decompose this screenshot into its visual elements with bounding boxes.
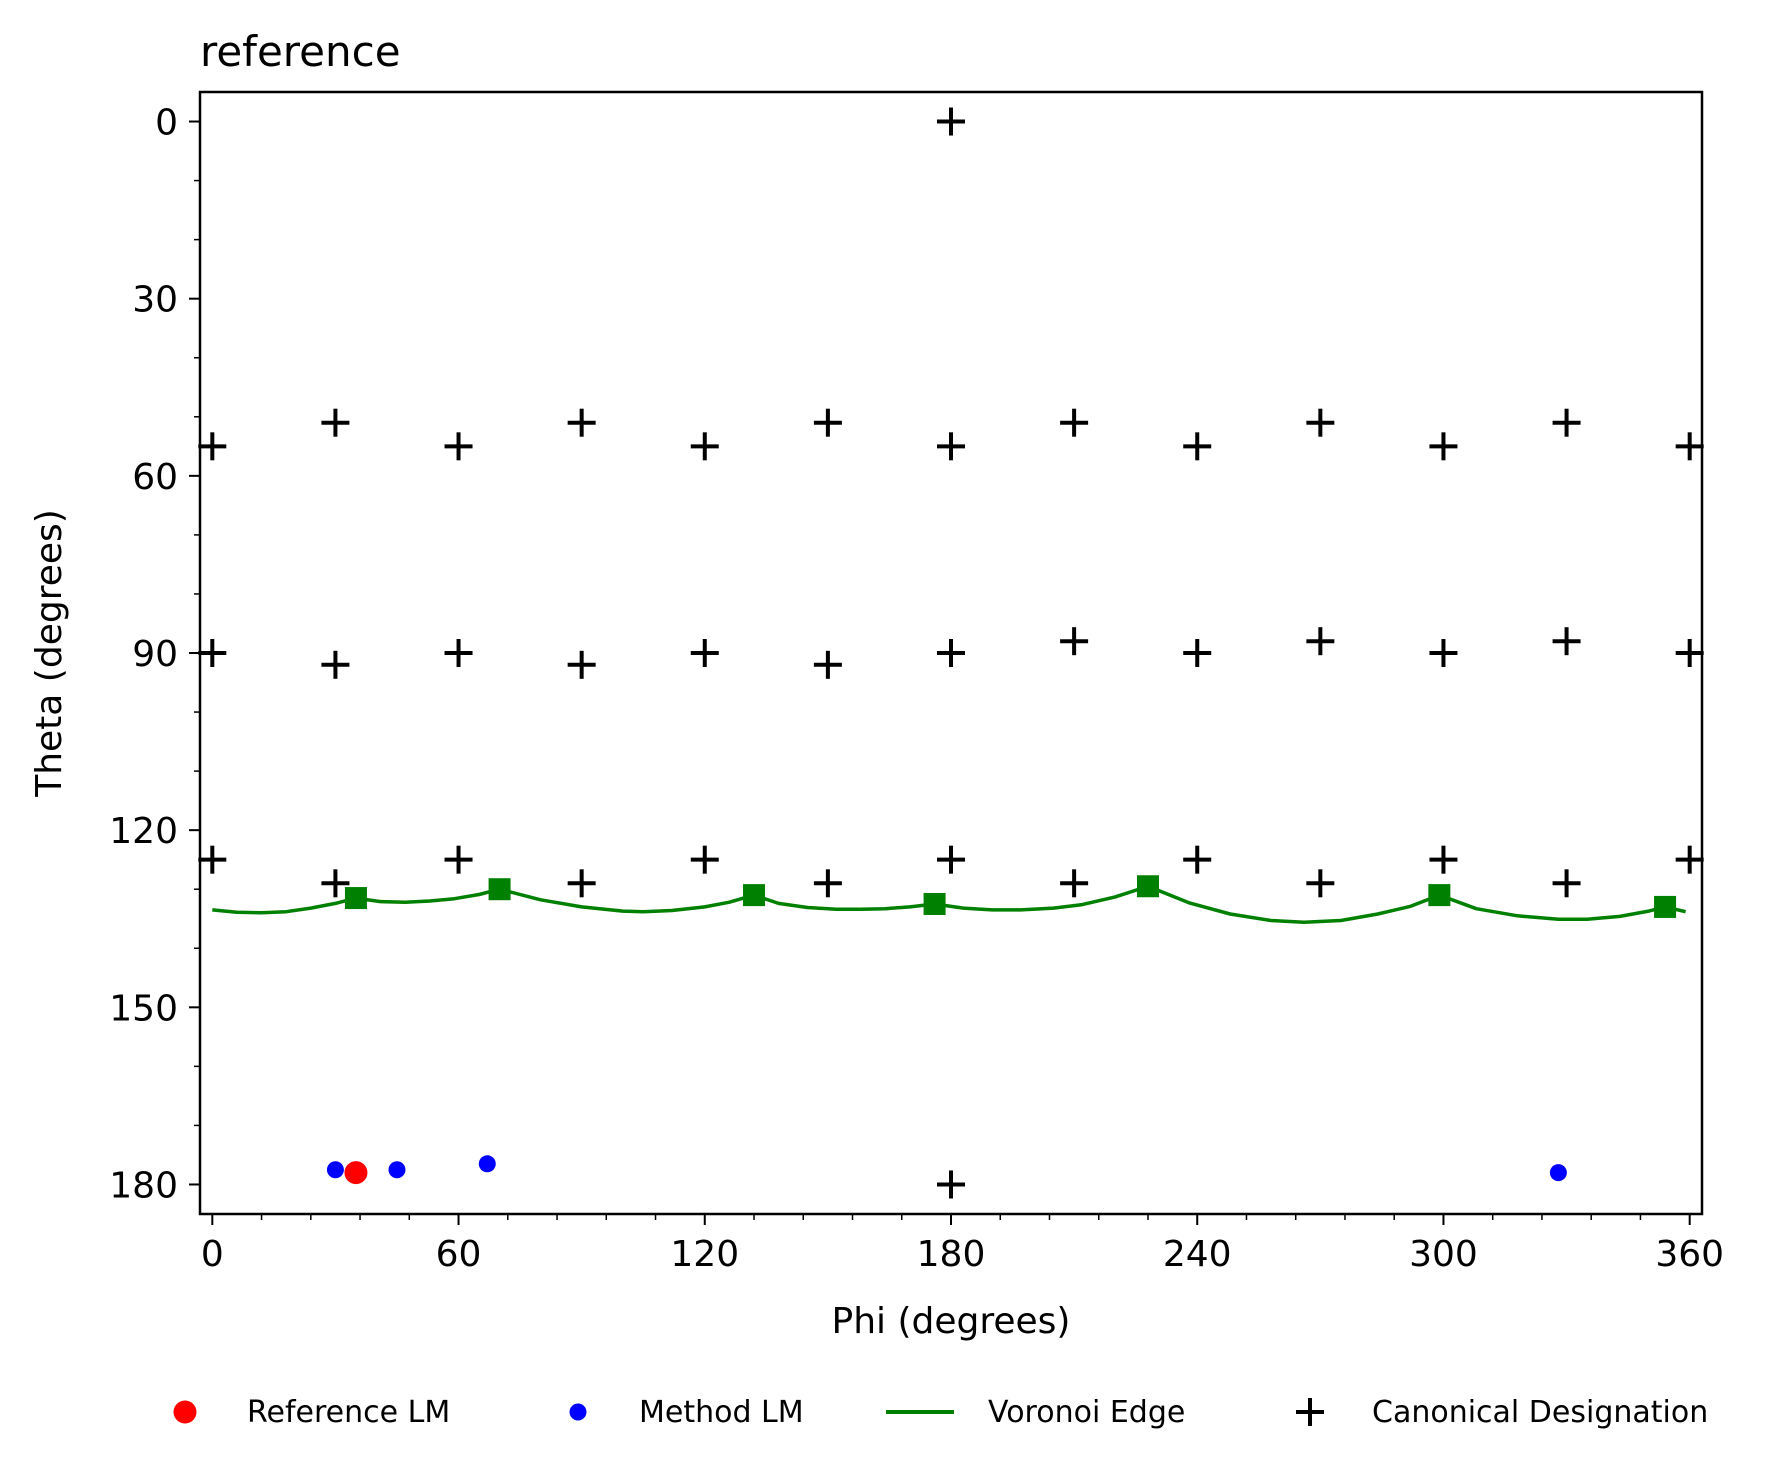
canonical-designation-marker [567,408,596,437]
canonical-designation-marker [321,869,350,898]
canonical-designation-marker [444,845,473,874]
y-tick-label: 120 [109,811,178,852]
y-axis: 0 30 60 90 120 150 180 [109,103,200,1206]
legend-item-reference: Reference LM [173,1395,450,1430]
method-lm-point [478,1155,496,1173]
x-tick-label: 120 [670,1234,739,1275]
voronoi-vertex-marker [488,878,511,901]
canonical-designation-marker [1552,869,1581,898]
y-tick-label: 90 [132,634,178,675]
canonical-designation-marker [1429,432,1458,461]
y-axis-label: Theta (degrees) [29,509,70,798]
plot-area [198,107,1704,1199]
voronoi-vertex-marker [923,892,946,915]
canonical-designation-marker [690,639,719,667]
voronoi-vertex-marker [344,887,367,910]
y-tick-label: 30 [132,280,178,321]
canonical-designation-marker [1183,639,1212,667]
x-tick-label: 60 [436,1234,482,1275]
x-axis: 0 60 120 180 240 300 360 [201,1214,1724,1275]
legend-item-voronoi: Voronoi Edge [886,1395,1185,1430]
canonical-designation-marker [567,650,596,679]
canonical-designation-marker [1552,627,1581,656]
voronoi-vertex-marker [1136,875,1159,898]
y-tick-label: 180 [109,1165,178,1206]
canonical-designation-marker [1675,639,1704,667]
canonical-designation-marker [937,845,965,874]
y-tick-label: 60 [132,457,178,498]
canonical-designation-marker [1306,408,1335,437]
x-tick-label: 180 [917,1234,986,1275]
canonical-designation-marker [321,650,350,679]
canonical-designation-marker [937,432,965,461]
method-lm-point [388,1161,406,1179]
canonical-designation-marker [813,408,842,437]
legend-item-method: Method LM [569,1395,804,1430]
voronoi-vertex-marker [1654,895,1677,918]
canonical-designation-marker [444,639,473,667]
method-lm-point [1549,1164,1567,1182]
canonical-designation-marker [567,869,596,898]
canonical-designation-marker [1306,869,1335,898]
canonical-designation-marker [444,432,473,461]
canonical-designation-marker [1183,845,1212,874]
legend-reference-marker [173,1400,197,1424]
legend-canonical-marker [1296,1398,1324,1426]
canonical-designation-marker [813,650,842,679]
canonical-designation-marker [1552,408,1581,437]
canonical-designation-marker [1675,845,1704,874]
canonical-designation-marker [198,639,227,667]
legend-label: Voronoi Edge [988,1395,1185,1430]
canonical-designation-marker [937,639,965,667]
x-tick-label: 360 [1655,1234,1724,1275]
canonical-designation-marker [321,408,350,437]
canonical-designation-marker [937,107,965,136]
legend-label: Canonical Designation [1372,1395,1708,1430]
canonical-designation-marker [937,1170,965,1199]
canonical-designation-marker [813,869,842,898]
canonical-designation-marker [690,845,719,874]
legend-label: Method LM [639,1395,804,1430]
canonical-designation-marker [1060,408,1089,437]
x-tick-label: 300 [1409,1234,1478,1275]
legend: Reference LM Method LM Voronoi Edge Canonic… [173,1395,1708,1430]
canonical-designation-marker [1675,432,1704,461]
canonical-designation-marker [198,845,227,874]
canonical-designation-marker [1429,639,1458,667]
canonical-designation-marker [1060,627,1089,656]
voronoi-vertex-marker [743,884,766,907]
x-axis-label: Phi (degrees) [832,1301,1071,1342]
x-tick-label: 240 [1163,1234,1232,1275]
chart-title: reference [200,27,401,76]
canonical-designation-marker [198,432,227,461]
legend-method-marker [569,1403,587,1421]
y-tick-label: 0 [155,103,178,144]
canonical-designation-marker [1060,869,1089,898]
canonical-designation-marker [1306,627,1335,656]
method-lm-point [326,1161,344,1179]
y-tick-label: 150 [109,988,178,1029]
voronoi-vertex-marker [1428,884,1451,907]
canonical-designation-marker [1183,432,1212,461]
x-tick-label: 0 [201,1234,224,1275]
legend-item-canonical: Canonical Designation [1296,1395,1708,1430]
reference-lm-point [344,1161,368,1185]
legend-label: Reference LM [247,1395,450,1430]
voronoi-edge-line [212,884,1686,925]
canonical-designation-marker [1429,845,1458,874]
canonical-designation-marker [690,432,719,461]
